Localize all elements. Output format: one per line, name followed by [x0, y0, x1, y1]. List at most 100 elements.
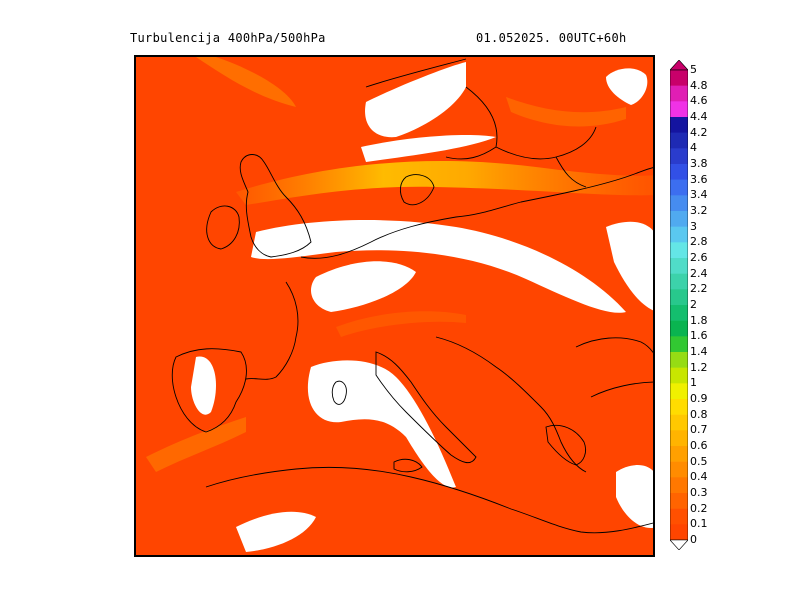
coastline-outlines: [171, 58, 653, 534]
colorbar-tick-label: 2.4: [690, 266, 708, 280]
colorbar-top-arrow: [670, 60, 688, 71]
coastline-britain: [239, 154, 312, 258]
no-data-baltic: [361, 135, 496, 162]
colorbar-tick-label: 0.9: [690, 392, 708, 405]
turbulence-streak-west: [146, 417, 246, 472]
coastline-italy: [375, 351, 477, 464]
colorbar: [670, 60, 688, 550]
colorbar-tick-label: 0.3: [690, 486, 708, 499]
colorbar-tick-label: 4.2: [690, 125, 708, 139]
no-data-france: [311, 261, 416, 312]
colorbar-tick-label: 0.2: [690, 501, 708, 515]
colorbar-swatch: [670, 289, 688, 306]
colorbar-tick-label: 3: [690, 219, 697, 233]
colorbar-swatch: [670, 352, 688, 368]
coastline-sardinia: [331, 380, 347, 405]
no-data-africa: [236, 511, 316, 552]
coastline-balkans: [435, 336, 587, 473]
coastline-black-sea: [575, 337, 653, 354]
colorbar-tick-label: 0: [690, 533, 697, 546]
coastline-turkey: [590, 381, 653, 398]
colorbar-swatch: [670, 226, 688, 243]
colorbar-swatch: [670, 117, 688, 133]
colorbar-tick-label: 0.6: [690, 439, 708, 452]
colorbar-swatch: [670, 524, 688, 541]
colorbar-swatch: [670, 164, 688, 180]
no-data-north-sea: [365, 62, 466, 138]
colorbar-tick-label: 4.6: [690, 94, 708, 108]
colorbar-tick-label: 3.4: [690, 188, 708, 202]
forecast-time: 01.052025. 00UTC+60h: [476, 31, 627, 45]
colorbar-swatch: [670, 446, 688, 462]
turbulence-jet-band: [236, 161, 653, 205]
no-data-iberia: [191, 356, 216, 415]
colorbar-swatch: [670, 273, 688, 290]
colorbar-labels: 5 4.8 4.6 4.4 4.2 4 3.8 3.6 3.4 3.2 3 2.8 2.6 2.4 2.2 2…: [690, 60, 750, 550]
colorbar-swatch: [670, 195, 688, 212]
coastline-ireland: [206, 205, 240, 250]
colorbar-swatch: [670, 430, 688, 447]
colorbar-tick-label: 1: [690, 376, 697, 390]
colorbar-tick-label: 1.8: [690, 313, 708, 327]
colorbar-tick-label: 5: [690, 63, 697, 76]
colorbar-tick-label: 2: [690, 298, 697, 311]
colorbar-swatch: [670, 85, 688, 102]
colorbar-swatch: [670, 493, 688, 509]
colorbar-swatch: [670, 414, 688, 431]
colorbar-swatch: [670, 336, 688, 353]
colorbar-tick-label: 2.8: [690, 235, 708, 249]
turbulence-streak-central: [336, 311, 466, 337]
turbulence-streak-east: [506, 97, 626, 127]
coastline-continent: [300, 167, 653, 259]
coastline-greece: [545, 424, 587, 466]
colorbar-tick-label: 4.8: [690, 78, 708, 92]
colorbar-tick-label: 3.8: [690, 157, 708, 170]
map-title: Turbulencija 400hPa/500hPa: [130, 31, 326, 45]
colorbar-tick-label: 2.6: [690, 251, 708, 264]
colorbar-bottom-arrow: [670, 539, 688, 550]
colorbar-tick-label: 1.2: [690, 360, 708, 374]
colorbar-tick-label: 3.2: [690, 204, 708, 217]
colorbar-swatch: [670, 101, 688, 118]
colorbar-swatch: [670, 305, 688, 321]
no-data-finland: [606, 68, 648, 105]
colorbar-swatch: [670, 242, 688, 259]
colorbar-swatch: [670, 320, 688, 337]
colorbar-tick-label: 0.4: [690, 470, 708, 484]
coastline-france-west: [245, 281, 299, 380]
coastline-baltic: [495, 126, 597, 188]
colorbar-swatch: [670, 461, 688, 478]
colorbar-tick-label: 2.2: [690, 282, 708, 296]
colorbar-tick-label: 1.4: [690, 345, 708, 358]
colorbar-tick-label: 4: [690, 141, 697, 155]
colorbar-tick-label: 0.7: [690, 423, 708, 437]
colorbar-swatch: [670, 367, 688, 384]
colorbar-swatch: [670, 383, 688, 400]
coastline-scandinavia: [365, 58, 498, 160]
colorbar-tick-label: 0.1: [690, 517, 708, 531]
turbulence-streak-north: [196, 57, 296, 107]
coastline-sicily: [393, 458, 423, 473]
colorbar-tick-label: 0.8: [690, 407, 708, 421]
no-data-aegean: [616, 465, 653, 528]
colorbar-swatch: [670, 132, 688, 149]
colorbar-swatch: [670, 399, 688, 415]
colorbar-swatch: [670, 70, 688, 86]
turbulence-field: [136, 57, 653, 555]
colorbar-swatch: [670, 148, 688, 165]
no-data-ukraine: [606, 221, 653, 311]
colorbar-swatch: [670, 508, 688, 525]
colorbar-swatch: [670, 477, 688, 494]
no-data-central-band: [251, 220, 626, 313]
colorbar-swatch: [670, 179, 688, 196]
colorbar-swatch: [670, 258, 688, 274]
coastline-iberia: [171, 348, 247, 433]
colorbar-tick-label: 0.5: [690, 454, 708, 468]
coastline-denmark: [399, 174, 435, 206]
colorbar-tick-label: 1.6: [690, 329, 708, 343]
colorbar-tick-label: 3.6: [690, 172, 708, 186]
colorbar-swatch: [670, 211, 688, 227]
coastline-north-africa: [205, 466, 653, 534]
turbulence-map: [134, 55, 655, 557]
no-data-italy: [307, 360, 456, 488]
